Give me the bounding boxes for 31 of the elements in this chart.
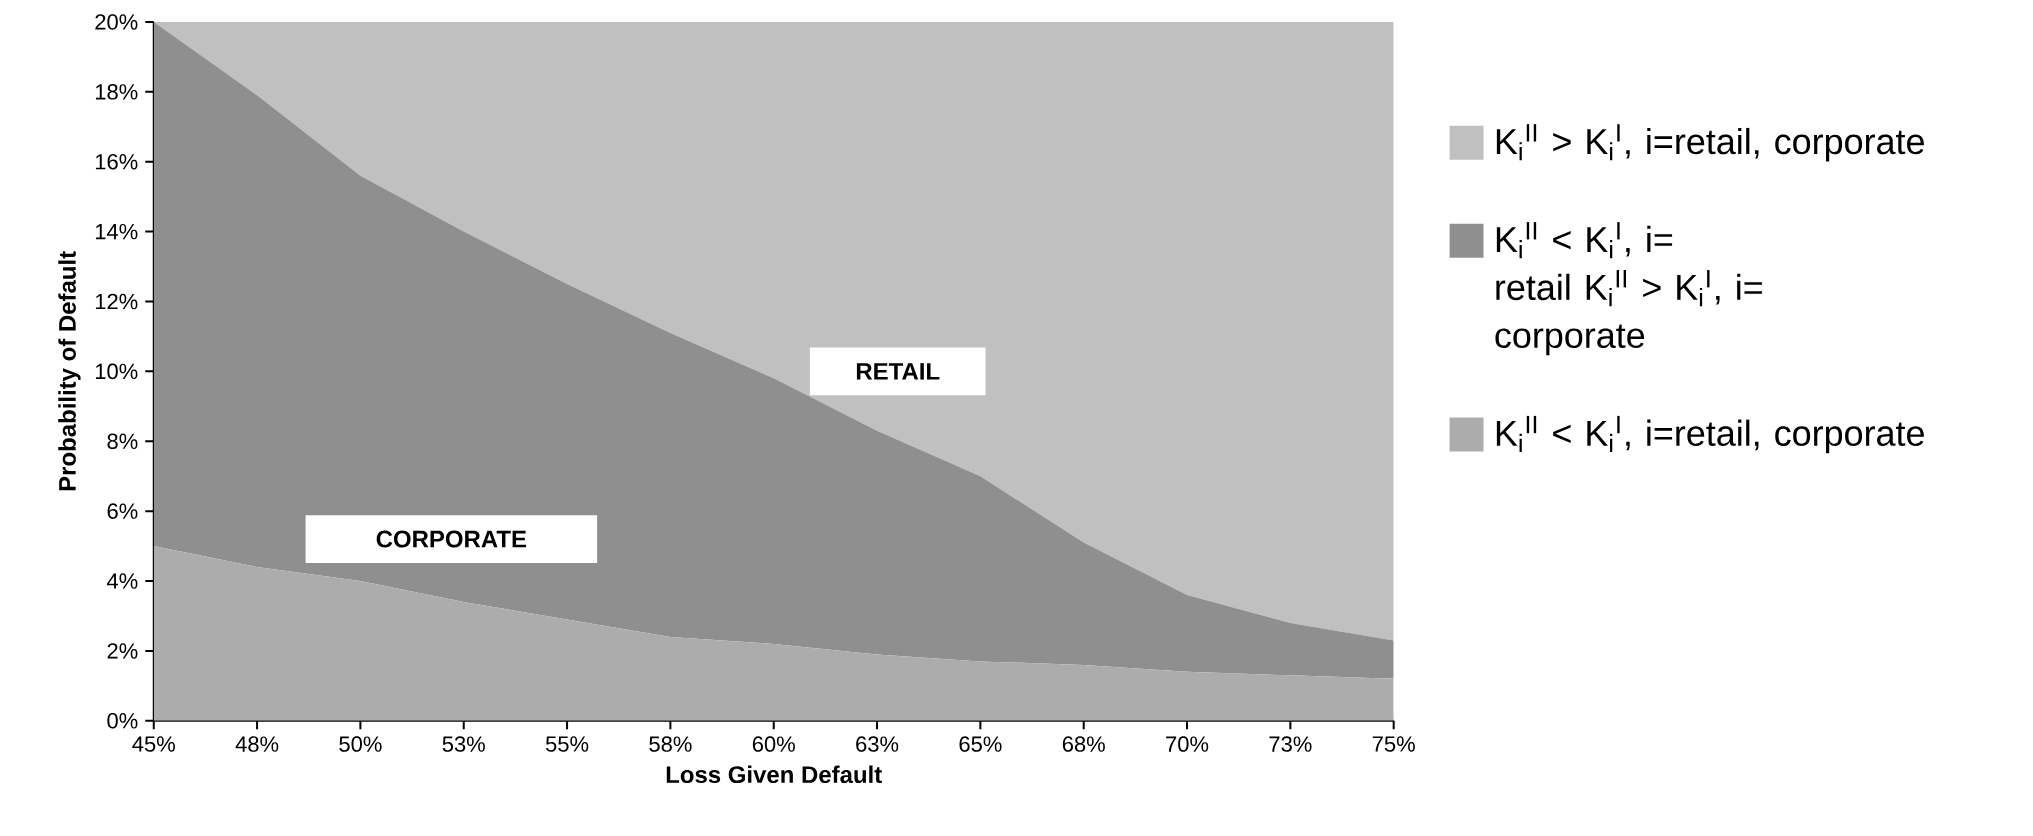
x-tick-label: 53% [442,736,485,753]
x-tick-label: 60% [752,736,795,753]
y-tick-label: 20% [95,14,138,30]
y-tick-label: 18% [95,84,138,100]
x-tick-label: 70% [1166,736,1209,753]
text: K$_{i}$$^{II}$ < K$_{i}$$^{I}$, i= retail K$_{i}$$^{II}$ > K$_{i}$$^{I}$, i= corporate [1495,222,1762,356]
y-axis-title: Probability of Default [58,251,81,491]
y-tick-label: 16% [95,154,138,170]
y-tick-label: 2% [107,643,138,659]
x-tick-label: 68% [1062,736,1105,753]
y-tick-label: 4% [106,573,138,589]
legend-label: K$_{i}$$^{II}$ < K$_{i}$$^{I}$, i=retail, corporate [1496,416,1924,454]
x-axis-title: Loss Given Default [666,765,882,784]
x-tick-label: 63% [856,736,899,753]
x-tick-label: 45% [132,736,175,752]
x-tick-label: 48% [235,736,279,753]
y-tick-label: 6% [107,503,138,520]
y-tick-label: 0% [107,713,138,729]
y-tick-label: 8% [107,433,138,450]
legend-label: K$_{i}$$^{II}$ > K$_{i}$$^{I}$, i=retail, corporate [1496,124,1924,162]
y-tick-label: 12% [95,293,138,310]
y-tick-label: 10% [95,363,138,380]
annotation: CORPORATE [376,530,527,548]
x-tick-label: 58% [649,736,692,753]
x-tick-label: 55% [545,736,589,752]
x-tick-label: 73% [1269,736,1312,753]
x-tick-label: 50% [339,736,382,753]
x-tick-label: 65% [959,736,1002,753]
y-tick-label: 14% [95,224,138,240]
x-tick-label: 75% [1372,736,1415,752]
annotation: RETAIL [856,363,940,380]
